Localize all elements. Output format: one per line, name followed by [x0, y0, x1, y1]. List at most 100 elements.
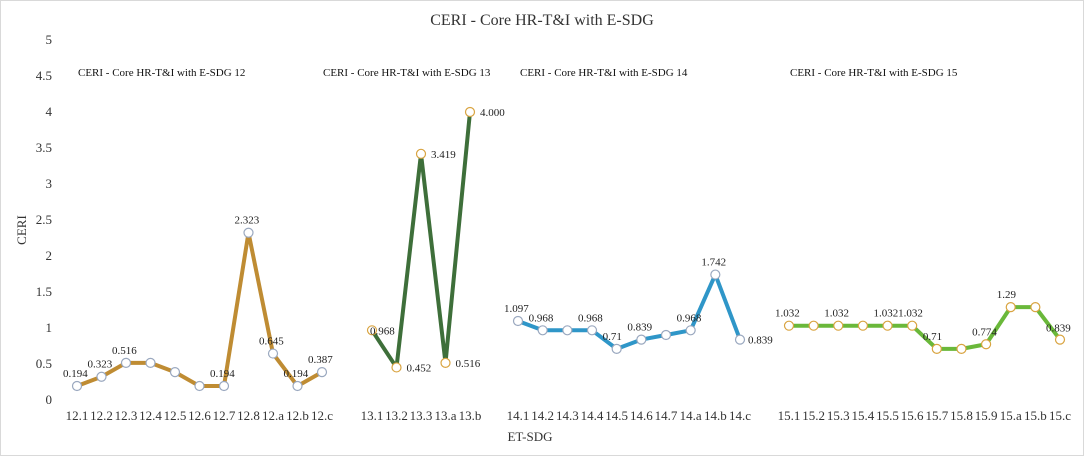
data-point	[194, 380, 205, 392]
x-tick-label: 15.1	[778, 408, 801, 423]
series-line	[516, 272, 742, 351]
x-tick-label: 12.8	[237, 408, 260, 423]
x-tick-label: 12.4	[139, 408, 162, 423]
series-group: CERI - Core HR-T&I with E-SDG 13 0.968 13.…	[323, 67, 505, 423]
data-label: 0.452	[407, 362, 432, 374]
x-tick-label: 12.1	[66, 408, 89, 423]
x-tick-label: 14.c	[729, 408, 751, 423]
y-tick-label: 3.5	[36, 140, 52, 155]
data-label: 1.29	[997, 289, 1017, 301]
x-tick-label: 14.b	[704, 408, 727, 423]
x-tick-label: 12.7	[213, 408, 236, 423]
x-tick-label: 12.6	[188, 408, 211, 423]
data-point	[586, 325, 598, 336]
data-label: 0.968	[677, 312, 702, 324]
data-label: 4.000	[480, 107, 505, 119]
x-tick-label: 12.3	[115, 408, 138, 423]
x-tick-label: 14.5	[605, 408, 628, 423]
series-group: CERI - Core HR-T&I with E-SDG 14 1.097 14.…	[504, 67, 773, 423]
data-label: 1.032	[874, 308, 899, 320]
x-tick-label: 14.2	[531, 408, 554, 423]
data-point	[882, 320, 893, 331]
data-label: 0.839	[627, 322, 652, 334]
data-point	[956, 343, 967, 354]
data-label: 0.774	[972, 326, 997, 338]
data-point	[96, 371, 107, 382]
data-label: 1.032	[898, 308, 923, 320]
data-point	[512, 315, 524, 327]
x-tick-label: 13.1	[361, 408, 384, 423]
data-label: 0.968	[370, 325, 395, 337]
data-point	[120, 357, 132, 368]
data-point	[267, 348, 279, 359]
y-tick-label: 4	[46, 104, 53, 119]
x-tick-label: 15.8	[950, 408, 973, 423]
data-point	[611, 343, 622, 354]
data-point	[415, 148, 427, 159]
data-point	[980, 339, 992, 350]
y-axis-ticks: 0 0.5 1 1.5 2 2.5 3 3.5 4 4.5 5	[36, 32, 53, 407]
data-point	[685, 325, 696, 336]
y-tick-label: 2	[46, 248, 53, 263]
x-tick-label: 14.7	[655, 408, 678, 423]
data-label: 0.194	[284, 368, 309, 380]
x-tick-label: 15.4	[852, 408, 875, 423]
y-tick-label: 5	[46, 32, 53, 47]
series-group: CERI - Core HR-T&I with E-SDG 15 1.032 15.…	[775, 67, 1071, 423]
series-group: CERI - Core HR-T&I with E-SDG 12 0.194 12.…	[63, 67, 333, 423]
x-tick-label: 12.2	[90, 408, 113, 423]
x-tick-label: 12.a	[262, 408, 284, 423]
series-layer: CERI - Core HR-T&I with E-SDG 12 0.194 12.…	[63, 67, 1071, 423]
x-tick-label: 14.a	[680, 408, 702, 423]
series-name: CERI - Core HR-T&I with E-SDG 13	[323, 67, 491, 79]
y-tick-label: 2.5	[36, 212, 52, 227]
data-point	[391, 362, 402, 373]
y-tick-label: 1.5	[36, 284, 52, 299]
data-point	[292, 380, 303, 392]
y-tick-label: 0	[46, 392, 53, 407]
x-tick-label: 15.9	[975, 408, 998, 423]
data-point	[71, 380, 83, 392]
y-axis-label: CERI	[14, 215, 29, 245]
data-label: 0.645	[259, 336, 284, 348]
data-label: 1.742	[701, 257, 726, 269]
data-label: 0.968	[578, 312, 603, 324]
y-tick-label: 4.5	[36, 68, 52, 83]
y-tick-label: 1	[46, 320, 53, 335]
x-tick-label: 15.b	[1024, 408, 1047, 423]
data-label: 2.323	[235, 215, 260, 227]
data-point	[218, 380, 230, 392]
x-tick-label: 13.b	[459, 408, 482, 423]
data-point	[636, 334, 647, 345]
data-label: 0.387	[308, 354, 333, 366]
x-tick-label: 15.6	[901, 408, 924, 423]
data-label: 0.71	[923, 331, 942, 343]
data-point	[833, 320, 844, 331]
data-label: 0.516	[112, 345, 137, 357]
data-point	[243, 227, 254, 238]
data-point	[537, 325, 548, 336]
data-label: 1.097	[504, 303, 529, 315]
x-tick-label: 15.3	[827, 408, 850, 423]
x-tick-label: 14.4	[581, 408, 604, 423]
data-point	[169, 367, 181, 378]
data-label: 0.839	[1046, 323, 1071, 335]
data-point	[366, 325, 378, 336]
data-label: 1.032	[775, 308, 800, 320]
x-tick-label: 15.a	[1000, 408, 1022, 423]
data-point	[710, 269, 721, 280]
x-tick-label: 12.5	[164, 408, 187, 423]
data-label: 0.194	[210, 368, 235, 380]
data-point	[440, 357, 451, 368]
data-label: 0.323	[88, 359, 113, 371]
x-tick-label: 14.1	[507, 408, 530, 423]
x-tick-label: 14.3	[556, 408, 579, 423]
x-tick-label: 12.b	[286, 408, 309, 423]
data-point	[145, 357, 156, 368]
x-tick-label: 13.2	[385, 408, 408, 423]
data-label: 0.968	[529, 312, 554, 324]
data-point	[1005, 302, 1016, 313]
